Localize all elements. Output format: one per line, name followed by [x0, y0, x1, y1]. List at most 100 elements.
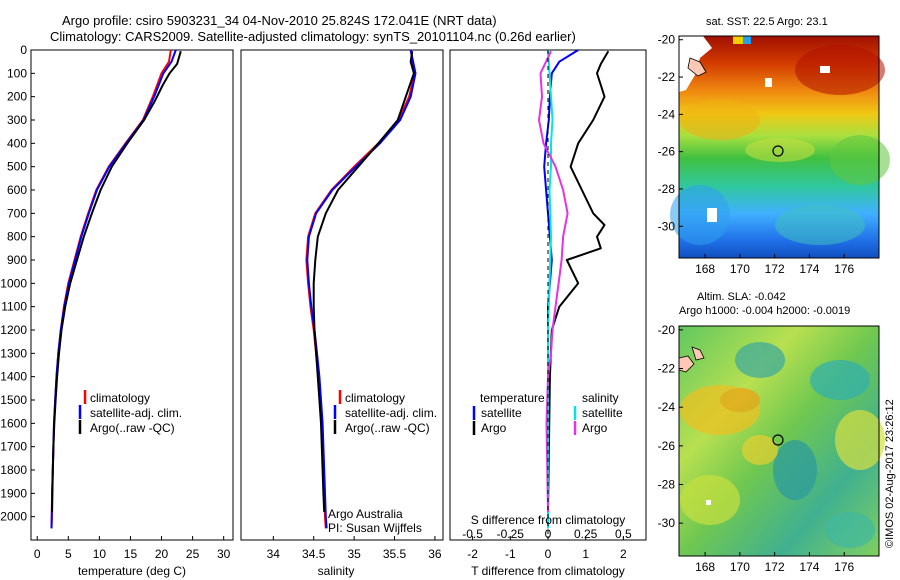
depth-tick-label: 1600	[0, 416, 27, 430]
legend-t-argo: Argo	[481, 421, 507, 435]
depth-tick-label: 1800	[0, 463, 27, 477]
x2-tick-label: 0.5	[615, 527, 632, 541]
title-line-1: Argo profile: csiro 5903231_34 04-Nov-20…	[62, 13, 497, 28]
temp-legend: climatology satellite-adj. clim. Argo(..…	[78, 390, 182, 435]
lon-tick-label: 170	[730, 262, 750, 276]
agency-label: Argo Australia	[328, 507, 403, 521]
depth-tick-label: 400	[7, 136, 27, 150]
depth-tick-label: 300	[7, 113, 27, 127]
pi-label: PI: Susan Wijffels	[328, 521, 422, 535]
depth-tick-label: 600	[7, 183, 27, 197]
series-line-s-satellite	[547, 49, 554, 529]
salinity-panel: 34 34.5 35 35.5 36 salinity climatology sate…	[240, 49, 444, 578]
x2-tick-label: 0.25	[574, 527, 598, 541]
series-line-argo-raw-qc-	[51, 50, 182, 513]
sst-map: 168 170 172 174 176 -20 -22 -24 -26 -28 -30	[658, 33, 890, 276]
lat-tick-label: -24	[658, 400, 676, 414]
x-tick-label: 20	[155, 547, 169, 561]
lon-tick-label: 174	[799, 560, 819, 574]
sst-axes: 168 170 172 174 176 -20 -22 -24 -26 -28 -30	[658, 33, 855, 276]
lon-tick-label: 170	[730, 560, 750, 574]
x-tick-label: 25	[186, 547, 200, 561]
lon-tick-label: 172	[765, 560, 785, 574]
lat-tick-label: -26	[658, 439, 676, 453]
depth-tick-label: 1700	[0, 440, 27, 454]
temp-panel: 0100200300400500600700800900100011001200…	[0, 43, 234, 578]
lon-tick-label: 174	[799, 262, 819, 276]
depth-tick-label: 2000	[0, 510, 27, 524]
legend-climatology: climatology	[90, 391, 150, 405]
lon-tick-label: 168	[695, 560, 715, 574]
depth-tick-label: 1900	[0, 486, 27, 500]
sla-map-subtitle: Argo h1000: -0.004 h2000: -0.0019	[679, 305, 851, 317]
depth-tick-label: 200	[7, 90, 27, 104]
x-tick-label: 34	[267, 547, 281, 561]
sla-axes: 168 170 172 174 176 -20 -22 -24 -26 -28 -30	[658, 323, 855, 574]
sal-legend: climatology satellite-adj. clim. Argo(..…	[333, 390, 437, 435]
lat-tick-label: -22	[658, 362, 676, 376]
x-tick-label: 30	[217, 547, 231, 561]
series-line-t-argo	[547, 50, 610, 513]
depth-tick-label: 500	[7, 160, 27, 174]
legend-satellite-adj: satellite-adj. clim.	[345, 406, 437, 420]
lat-tick-label: -20	[658, 33, 676, 47]
series-line-satellite-adj-clim-	[306, 49, 417, 529]
depth-tick-label: 100	[7, 66, 27, 80]
legend-t-satellite: satellite	[481, 406, 522, 420]
x-tick-label: 0	[34, 547, 41, 561]
series-line-argo-raw-qc-	[312, 51, 415, 513]
legend-s-satellite: satellite	[582, 406, 623, 420]
depth-tick-label: 0	[20, 43, 27, 57]
legend-climatology: climatology	[345, 391, 405, 405]
x-tick-label: 36	[428, 547, 442, 561]
x2-tick-label: -0.25	[497, 527, 525, 541]
depth-tick-label: 1000	[0, 276, 27, 290]
depth-tick-label: 1400	[0, 370, 27, 384]
diff-legend: temperature salinity satellite Argo sate…	[472, 391, 623, 435]
legend-argo: Argo(..raw -QC)	[90, 421, 175, 435]
x-tick-label: 34.5	[302, 547, 326, 561]
diff-xlabel: T difference from climatology	[471, 564, 625, 578]
depth-tick-label: 1200	[0, 323, 27, 337]
difference-series	[538, 49, 610, 529]
x2-tick-label: -0.5	[462, 527, 483, 541]
x-tick-label: 35.5	[383, 547, 407, 561]
x-tick-label: -2	[467, 547, 478, 561]
temp-xlabel: temperature (deg C)	[78, 564, 186, 578]
legend-salinity-header: salinity	[582, 391, 619, 405]
lat-tick-label: -30	[658, 219, 676, 233]
sla-map: 168 170 172 174 176 -20 -22 -24 -26 -28 -30	[658, 323, 885, 574]
salinity-axis: 34 34.5 35 35.5 36	[267, 536, 442, 561]
lat-tick-label: -26	[658, 145, 676, 159]
depth-axis: 0 100 200 300 400 500 600 700 800 900 1000 1100 1200…	[0, 43, 35, 524]
legend-argo: Argo(..raw -QC)	[345, 421, 430, 435]
x-tick-label: 5	[65, 547, 72, 561]
depth-tick-label: 800	[7, 230, 27, 244]
lon-tick-label: 176	[834, 262, 854, 276]
depth-tick-label: 700	[7, 206, 27, 220]
sst-map-title: sat. SST: 22.5 Argo: 23.1	[706, 16, 828, 28]
lat-tick-label: -22	[658, 70, 676, 84]
salinity-series	[305, 49, 417, 529]
float-marker	[772, 145, 784, 157]
x-tick-label: 10	[93, 547, 107, 561]
depth-tick-label: 900	[7, 253, 27, 267]
sla-map-title: Altim. SLA: -0.042	[697, 291, 786, 303]
depth-tick-label: 1100	[1, 300, 27, 314]
lon-tick-label: 172	[765, 262, 785, 276]
float-marker	[772, 434, 784, 446]
s-diff-label: S difference from climatology	[471, 513, 626, 527]
legend-s-argo: Argo	[582, 421, 608, 435]
lat-tick-label: -28	[658, 477, 676, 491]
x-tick-label: 15	[124, 547, 138, 561]
lat-tick-label: -20	[658, 323, 676, 337]
temperature-axis: 0 5 10 15 20 25 30	[34, 536, 231, 561]
title-line-2: Climatology: CARS2009. Satellite-adjuste…	[50, 29, 576, 44]
legend-temperature-header: temperature	[480, 391, 545, 405]
lat-tick-label: -24	[658, 107, 676, 121]
depth-tick-label: 1300	[0, 346, 27, 360]
depth-tick-label: 1500	[0, 393, 27, 407]
legend-satellite-adj: satellite-adj. clim.	[90, 406, 182, 420]
